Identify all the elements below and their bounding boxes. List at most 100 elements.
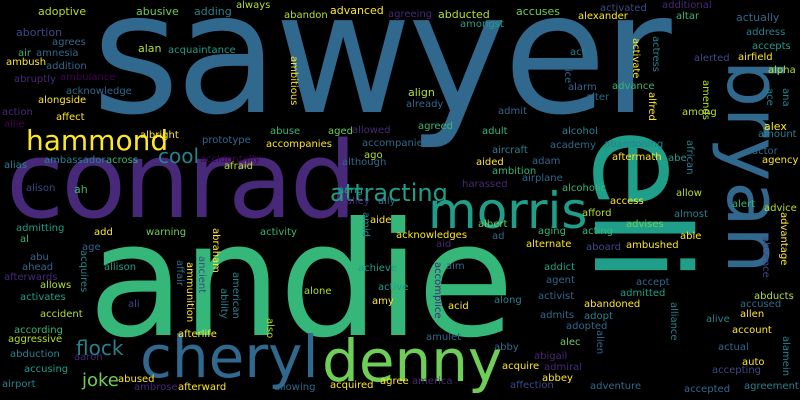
word-afraid: afraid bbox=[224, 161, 254, 172]
word-activist: activist bbox=[538, 291, 575, 302]
word-allow: allow bbox=[676, 188, 702, 199]
word-amount: amount bbox=[758, 129, 797, 140]
word-abortion: abortion bbox=[16, 26, 63, 39]
word-advance: advance bbox=[612, 81, 655, 92]
word-alive: alive bbox=[706, 314, 730, 325]
word-afterlife: afterlife bbox=[178, 329, 217, 340]
word-account: account bbox=[732, 325, 772, 336]
word-agree: agree bbox=[380, 376, 409, 387]
word-alert: alert bbox=[732, 199, 756, 210]
word-accidentally: accidentally bbox=[200, 154, 261, 165]
word-cool: cool bbox=[158, 144, 200, 168]
word-alec: alec bbox=[560, 337, 581, 348]
word-achieve: achieve bbox=[358, 263, 397, 274]
word-according: according bbox=[14, 325, 63, 336]
word-america: america bbox=[412, 376, 453, 387]
word-abandon: abandon bbox=[284, 10, 328, 21]
word-alcohol: alcohol bbox=[562, 126, 598, 137]
word-abuse: abuse bbox=[270, 126, 301, 137]
word-allows: allows bbox=[40, 280, 72, 291]
word-amongst: amongst bbox=[460, 19, 504, 30]
word-ambassador: ambassador bbox=[44, 155, 106, 166]
word-admitted: admitted bbox=[620, 288, 666, 299]
word-abigail: abigail bbox=[534, 351, 568, 362]
word-ally: ally bbox=[378, 196, 396, 207]
word-afterward: afterward bbox=[178, 382, 227, 393]
word-accompanies: accompanies bbox=[266, 139, 332, 150]
word-actual: actual bbox=[718, 342, 749, 353]
word-accuses: accuses bbox=[516, 5, 561, 18]
word-affect: affect bbox=[56, 112, 85, 123]
word-allie: allie bbox=[4, 119, 25, 130]
word-alternate: alternate bbox=[526, 239, 572, 250]
word-ah: ah bbox=[74, 183, 88, 196]
word-aggressive: aggressive bbox=[8, 334, 63, 345]
word-morris: morris bbox=[428, 182, 588, 240]
word-access: access bbox=[610, 196, 644, 207]
word-denny: denny bbox=[322, 327, 503, 395]
word-air: air bbox=[18, 48, 32, 59]
word-adult: adult bbox=[482, 126, 508, 137]
word-addict: addict bbox=[544, 262, 576, 273]
word-accept: accept bbox=[636, 277, 670, 288]
word-adopt: adopt bbox=[584, 311, 613, 322]
word-acid: acid bbox=[448, 301, 469, 312]
word-ambushed: ambushed bbox=[626, 240, 679, 251]
word-alcoholic: alcoholic bbox=[562, 183, 607, 194]
word-abandoned: abandoned bbox=[584, 299, 641, 310]
word-agency: agency bbox=[762, 155, 799, 166]
word-ad: ad bbox=[492, 231, 505, 242]
word-ambulance: ambulance bbox=[60, 72, 116, 83]
word-allen: allen bbox=[740, 309, 765, 320]
word-alongside: alongside bbox=[38, 95, 87, 106]
word-al: al bbox=[20, 234, 29, 245]
word-prototype: prototype bbox=[202, 135, 251, 146]
word-afford: afford bbox=[582, 208, 612, 219]
word-accepting: accepting bbox=[712, 365, 762, 376]
word-agreement: agreement bbox=[744, 381, 799, 392]
word-abandoning: abandoning bbox=[604, 139, 664, 150]
word-admit: admit bbox=[498, 106, 527, 117]
word-andie: andie bbox=[88, 189, 514, 373]
word-abu: abu bbox=[30, 252, 49, 263]
word-agreed: agreed bbox=[418, 121, 454, 132]
word-affection: affection bbox=[510, 380, 554, 391]
word-ali: ali bbox=[128, 299, 140, 310]
word-harassed: harassed bbox=[462, 179, 508, 190]
word-addition: addition bbox=[46, 61, 87, 72]
word-admitting: admitting bbox=[16, 223, 65, 234]
word-across: across bbox=[106, 155, 139, 166]
word-actor: actor bbox=[752, 146, 778, 157]
word-also: also bbox=[264, 318, 275, 339]
word-alamein: alamein bbox=[780, 336, 791, 377]
word-activity: activity bbox=[260, 227, 297, 238]
word-acknowledge: acknowledge bbox=[66, 86, 132, 97]
word-adopted: adopted bbox=[566, 321, 608, 332]
word-abby: abby bbox=[494, 342, 519, 353]
word-ace: ace bbox=[764, 88, 775, 106]
word-alley: alley bbox=[346, 196, 370, 207]
word-actually: actually bbox=[736, 11, 780, 24]
word-warning: warning bbox=[146, 227, 187, 238]
word-american: american bbox=[230, 272, 241, 319]
word-alice: alice bbox=[562, 60, 573, 84]
word-amends: amends bbox=[700, 80, 711, 120]
word-alien: alien bbox=[594, 330, 605, 355]
word-alone: alone bbox=[304, 286, 332, 297]
word-abused: abused bbox=[118, 374, 155, 385]
word-aided: aided bbox=[476, 157, 504, 168]
word-aide: aide bbox=[370, 215, 392, 226]
word-attracting: attracting bbox=[330, 179, 448, 207]
word-accepted: accepted bbox=[684, 384, 731, 395]
word-conrad: conrad bbox=[6, 119, 357, 242]
word-admits: admits bbox=[540, 310, 575, 321]
word-advanced: advanced bbox=[330, 4, 384, 17]
word-cheryl: cheryl bbox=[140, 323, 319, 391]
word-ambush: ambush bbox=[6, 57, 47, 68]
word-albert: albert bbox=[478, 219, 508, 230]
word-age: age bbox=[82, 242, 101, 253]
word-among: among bbox=[682, 107, 717, 118]
word-actress: actress bbox=[650, 36, 661, 73]
word-aging: aging bbox=[538, 226, 566, 237]
word-alexander: alexander bbox=[578, 11, 628, 22]
